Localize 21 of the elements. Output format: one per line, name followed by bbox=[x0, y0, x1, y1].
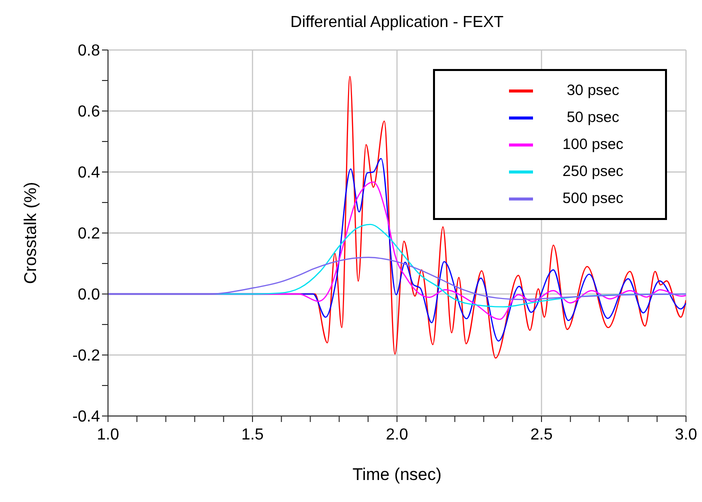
legend-label: 250 psec bbox=[562, 162, 624, 182]
chart-title: Differential Application - FEXT bbox=[289, 14, 505, 32]
x-tick-label: 2.0 bbox=[386, 426, 408, 444]
x-tick-label: 3.0 bbox=[674, 426, 698, 444]
y-tick-label: 0.0 bbox=[78, 286, 100, 304]
y-tick-label: 0.2 bbox=[78, 226, 100, 243]
x-tick-label: 1.5 bbox=[241, 426, 264, 444]
y-tick-label: -0.4 bbox=[72, 408, 100, 426]
legend-label: 100 psec bbox=[562, 135, 624, 156]
x-tick-label: 1.0 bbox=[96, 426, 120, 444]
y-tick-label: 0.6 bbox=[78, 104, 100, 121]
y-axis-title: Crosstalk (%) bbox=[21, 182, 40, 284]
x-axis-title: Time (nsec) bbox=[352, 465, 442, 484]
legend-label: 50 psec bbox=[566, 108, 620, 128]
legend-label: 500 psec bbox=[562, 189, 624, 210]
x-tick-label: 2.5 bbox=[530, 426, 553, 444]
y-tick-label: -0.2 bbox=[72, 348, 100, 365]
line-series bbox=[108, 256, 686, 300]
legend-label: 30 psec bbox=[566, 81, 620, 102]
y-tick-label: 0.8 bbox=[78, 42, 100, 60]
y-tick-label: 0.4 bbox=[78, 164, 100, 182]
